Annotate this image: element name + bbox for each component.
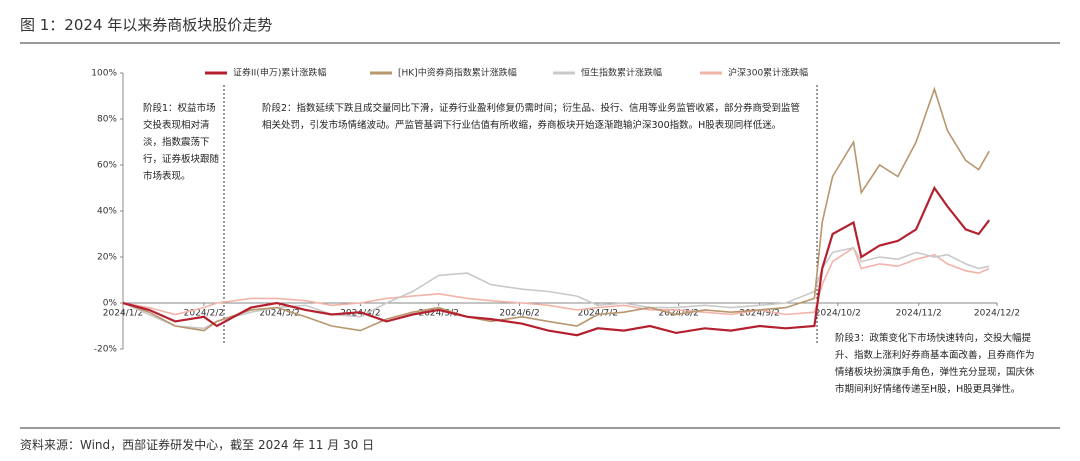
series-line [122,246,990,330]
x-tick-label: 2024/2/2 [184,309,224,319]
legend-label: 恒生指数累计涨跌幅 [581,67,662,79]
x-tick-label: 2024/11/2 [896,309,942,319]
series-line [122,246,990,316]
y-tick-label: 100% [91,69,117,79]
x-tick-label: 2024/3/2 [259,309,299,319]
y-tick-label: 40% [97,207,117,217]
y-tick-label: 60% [97,161,117,171]
x-tick-label: 2024/10/2 [815,309,861,319]
y-tick-label: 80% [97,115,117,125]
x-tick-label: 2024/4/2 [340,309,380,319]
series-line [122,86,990,332]
legend-label: 沪深300累计涨跌幅 [728,67,808,79]
annotation: 阶段3：政策变化下市场快速转向，交投大幅提升、指数上涨利好券商基本面改善，且券商… [835,333,1035,395]
x-tick-label: 2024/12/2 [974,309,1020,319]
x-tick-label: 2024/9/2 [739,309,779,319]
annotation: 阶段2：指数延续下跌且成交量同比下滑，证券行业盈利修复仍需时间；衍生品、投行、信… [262,103,801,131]
x-tick-label: 2024/5/2 [418,309,458,319]
y-tick-label: 0% [103,299,118,309]
x-tick-label: 2024/7/2 [578,309,618,319]
source-note: 资料来源：Wind，西部证券研发中心，截至 2024 年 11 月 30 日 [20,438,375,452]
series-line [122,185,991,337]
figure-title: 图 1：2024 年以来券商板块股价走势 [20,16,273,34]
x-tick-label: 2024/6/2 [499,309,539,319]
y-tick-label: -20% [94,345,118,355]
x-tick-label: 2024/1/2 [103,309,143,319]
legend-label: [HK]中资券商指数累计涨跌幅 [398,67,517,79]
legend-label: 证券II(申万)累计涨跌幅 [233,67,326,79]
annotation: 阶段1：权益市场交投表现相对清淡，指数震荡下行，证券板块跟随市场表现。 [143,103,220,182]
y-tick-label: 20% [97,253,117,263]
